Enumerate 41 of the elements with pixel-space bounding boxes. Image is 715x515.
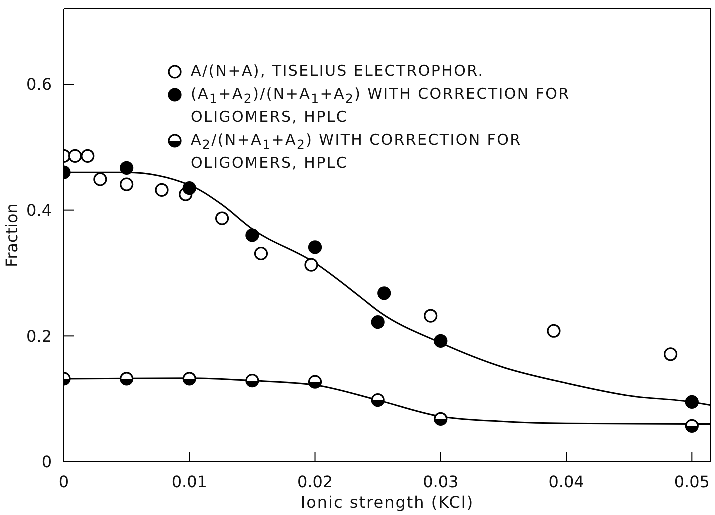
x-tick-label: 0 <box>58 472 70 492</box>
point <box>308 375 322 389</box>
point <box>434 334 448 348</box>
point <box>120 178 134 192</box>
point <box>120 372 134 386</box>
x-tick-label: 0.03 <box>423 472 459 492</box>
x-axis-title: Ionic strength (KCl) <box>300 493 474 512</box>
legend-label: A/(N+A), TISELIUS ELECTROPHOR. <box>191 62 486 81</box>
point <box>68 149 82 164</box>
point <box>246 228 260 242</box>
point <box>120 161 134 175</box>
x-tick-label: 0.05 <box>674 472 710 492</box>
point <box>304 258 318 272</box>
x-tick-label: 0.01 <box>172 472 208 492</box>
point <box>371 394 385 408</box>
text: (A$_{1}$+A$_{2}$)/(N+A$_{1}$+A$_{2}$) WITH CORRECTION FOR OLIGOMERS, HPLC <box>191 85 570 126</box>
point <box>254 246 268 261</box>
point <box>685 395 699 410</box>
point <box>685 419 699 433</box>
point <box>308 240 322 254</box>
x-tick-label: 0.02 <box>297 472 334 492</box>
y-tick-label: 0.6 <box>26 75 52 94</box>
point <box>547 324 561 338</box>
point <box>182 182 196 196</box>
point <box>378 286 392 300</box>
y-tick-label: 0.2 <box>26 326 52 346</box>
y-tick-label: 0.4 <box>26 201 52 220</box>
point <box>246 374 260 388</box>
point <box>94 172 108 186</box>
point <box>155 183 169 197</box>
legend-label: A$_{2}$/(N+A$_{1}$+A$_{2}$) WITH CORRECTION FOR OLIGOMERS, HPLC <box>191 131 523 173</box>
x-tick-label: 0.04 <box>548 472 584 492</box>
point <box>182 372 196 386</box>
point <box>81 149 95 164</box>
point <box>664 348 678 362</box>
y-tick-label: 0 <box>42 452 52 472</box>
point <box>215 212 230 226</box>
point <box>371 316 385 330</box>
point <box>424 309 438 323</box>
point <box>434 412 448 426</box>
y-axis-title: Fraction <box>2 204 22 268</box>
